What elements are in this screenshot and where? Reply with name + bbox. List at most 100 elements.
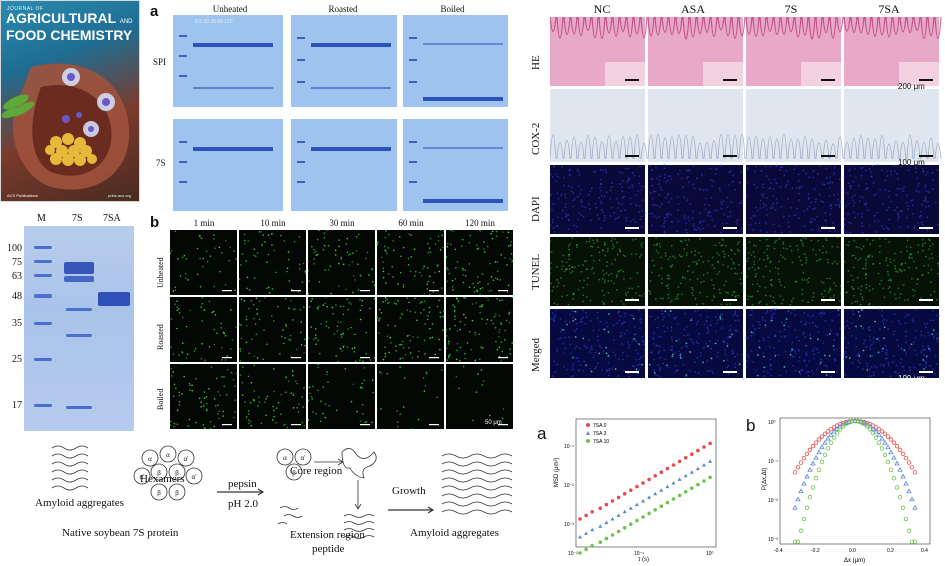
- vh-point: [876, 440, 882, 445]
- msd-point: [598, 506, 603, 510]
- vh-point: [879, 446, 885, 451]
- time-120min: 120 min: [465, 218, 495, 228]
- extension-region-label: Extension region: [290, 529, 365, 541]
- msd-point: [584, 531, 589, 535]
- micro-tile: [239, 364, 306, 429]
- micro-tile: [307, 363, 375, 429]
- svg-text:β: β: [157, 469, 161, 477]
- mw-marker: 100: [7, 243, 22, 254]
- msd-point: [584, 547, 588, 552]
- native-7s-label: Native soybean 7S protein: [62, 527, 179, 539]
- vh-point: [831, 435, 837, 440]
- vh-point: [849, 419, 855, 424]
- core-region-label: Core region: [290, 465, 343, 477]
- histology-tile: [745, 164, 842, 234]
- msd-point: [604, 536, 609, 541]
- vh-point: [798, 460, 804, 465]
- svg-text:10⁰: 10⁰: [706, 551, 714, 557]
- vh-point: [903, 455, 909, 461]
- svg-text:7SA 3: 7SA 3: [593, 431, 607, 437]
- msd-plot: MSD (μm²) τ (s) 10⁻¹ 10⁻² 10⁻³ 10⁻² 10⁻¹…: [554, 418, 717, 563]
- msd-point: [659, 504, 664, 508]
- histology-tile: [648, 308, 744, 378]
- vh-point: [828, 432, 834, 437]
- vh-point: [900, 505, 906, 510]
- vh-point: [819, 459, 825, 465]
- svg-text:α': α': [192, 473, 197, 481]
- msd-point: [653, 474, 657, 478]
- vh-point: [909, 539, 915, 544]
- msd-point: [683, 473, 688, 478]
- msd-point: [665, 500, 670, 505]
- vh-point: [912, 539, 918, 544]
- vh-point: [882, 439, 888, 445]
- row-boiled: Boiled: [156, 388, 165, 410]
- msd-point: [708, 441, 712, 446]
- hexamers-label: Hexamers: [140, 473, 185, 485]
- histology-tile: [745, 17, 844, 86]
- svg-text:τ (s): τ (s): [638, 557, 649, 563]
- histology-tile: [843, 237, 940, 306]
- vh-point: [819, 444, 825, 450]
- col-asa: ASA: [680, 2, 705, 16]
- msd-point: [610, 533, 615, 537]
- mechanism-schematic: α α α' α' β β α' β β α α' β: [51, 445, 513, 539]
- vh-point: [912, 504, 918, 510]
- svg-text:10⁻²: 10⁻²: [564, 483, 574, 489]
- svg-text:α': α': [140, 473, 145, 481]
- vh-point: [798, 488, 804, 494]
- svg-text:β: β: [175, 469, 179, 477]
- gel-lane-7s: 7S: [72, 213, 83, 224]
- vh-point: [813, 440, 819, 445]
- vh-point: [816, 449, 822, 455]
- histology-tile: [647, 236, 744, 306]
- msd-point: [677, 459, 682, 464]
- vh-point: [873, 435, 879, 440]
- msd-point: [702, 479, 706, 483]
- vh-point: [882, 452, 888, 458]
- vh-point: [894, 460, 900, 466]
- svg-text:α: α: [283, 454, 287, 462]
- svg-text:10⁻³: 10⁻³: [564, 522, 574, 528]
- micro-tile: [376, 296, 445, 362]
- col-7s: 7S: [784, 2, 798, 16]
- msd-point: [641, 515, 645, 519]
- histology-tile: [550, 17, 648, 86]
- msd-point: [635, 518, 639, 523]
- vh-point: [795, 496, 801, 502]
- histology-tile: [550, 165, 646, 234]
- vh-point: [885, 434, 891, 439]
- vh-point: [891, 454, 897, 460]
- msd-point: [689, 470, 694, 474]
- vh-point: [906, 528, 912, 533]
- histology-tile: [647, 89, 746, 162]
- svg-text:Δx (μm): Δx (μm): [844, 558, 865, 564]
- journal-cover: JOURNAL OF AGRICULTURAL AND FOOD CHEMIST…: [0, 0, 140, 202]
- msd-point: [610, 517, 615, 521]
- vh-point: [822, 439, 828, 445]
- msd-point: [635, 484, 639, 489]
- mw-marker: 75: [12, 257, 22, 268]
- vh-point: [879, 435, 885, 441]
- svg-text:10⁻¹: 10⁻¹: [768, 459, 778, 465]
- micro-tile: [238, 230, 307, 295]
- van-hove-plot: P(Δx,Δt) Δx (μm) 10⁰ 10⁻¹ 10⁻² 10⁻³ -0.4…: [762, 417, 931, 564]
- mw-marker: 35: [12, 318, 22, 329]
- vh-point: [825, 435, 831, 441]
- histology-tile: [745, 89, 844, 162]
- micro-tile: [307, 230, 376, 295]
- vh-point: [825, 429, 831, 434]
- msd-point: [578, 517, 582, 521]
- vh-point: [900, 451, 906, 457]
- msd-point: [634, 502, 639, 507]
- msd-point: [641, 499, 645, 503]
- ph-label: pH 2.0: [228, 498, 258, 510]
- vh-point: [801, 480, 807, 486]
- mw-marker: 63: [12, 271, 22, 282]
- histology-tile: [745, 236, 842, 306]
- svg-text:10⁻²: 10⁻²: [768, 498, 778, 504]
- time-1min: 1 min: [193, 218, 215, 228]
- vh-point: [906, 460, 912, 465]
- histology-tile: [843, 89, 942, 162]
- msd-point: [665, 484, 670, 489]
